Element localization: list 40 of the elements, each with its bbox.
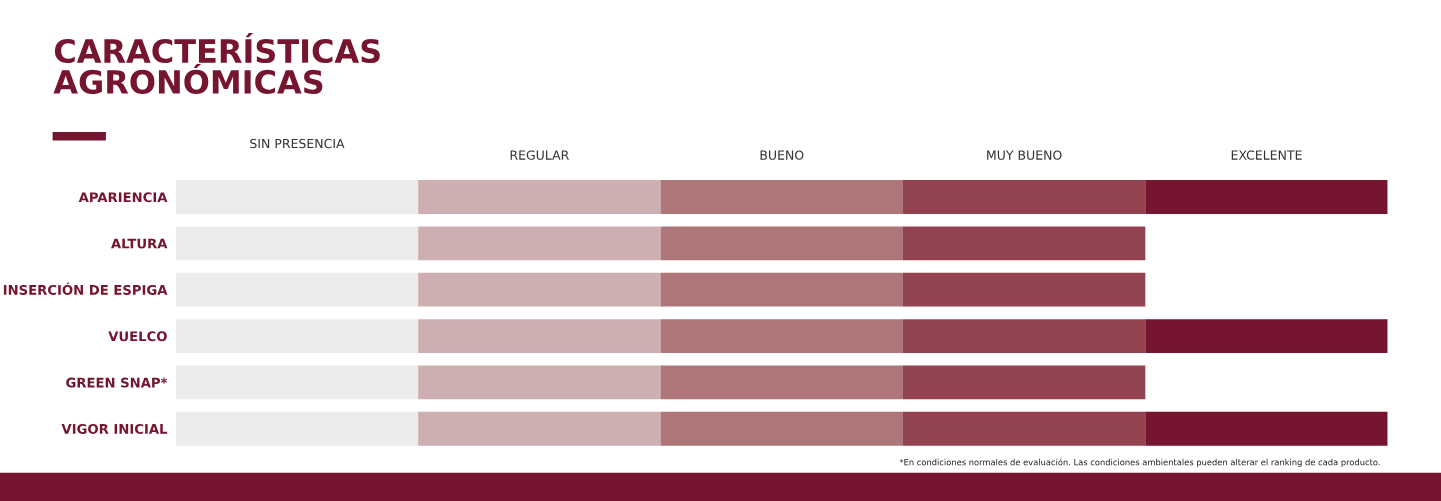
bar — [902, 411, 1146, 446]
bar — [902, 180, 1146, 214]
bar — [418, 272, 661, 307]
bar — [1145, 319, 1388, 353]
bar — [418, 226, 661, 261]
series-label: EXCELENTE — [1231, 150, 1302, 160]
bar — [175, 411, 419, 446]
series-label: REGULAR — [510, 150, 569, 160]
bar — [1145, 411, 1388, 446]
bar — [660, 365, 903, 400]
text: SIN PRESENCIA — [250, 138, 345, 149]
bar — [418, 319, 661, 353]
series-label: MUY BUENO — [987, 150, 1062, 160]
bar — [660, 226, 903, 261]
bar — [660, 319, 903, 353]
bar — [175, 365, 419, 400]
bar — [902, 226, 1146, 261]
bar — [418, 180, 661, 214]
series-label: BUENO — [760, 150, 804, 160]
bar — [660, 411, 903, 446]
bar — [175, 272, 419, 307]
bar — [175, 319, 419, 353]
bar — [175, 226, 419, 261]
bar — [418, 365, 661, 400]
bar — [902, 319, 1146, 353]
bar — [902, 272, 1146, 307]
bar — [418, 411, 661, 446]
bar — [1145, 180, 1388, 214]
y-tick-label: VUELCO — [108, 331, 167, 342]
y-tick-label: INSERCIÓN DE ESPIGA — [3, 282, 168, 295]
y-tick-label: ALTURA — [111, 238, 168, 249]
bar — [660, 180, 903, 214]
y-tick-label: APARIENCIA — [78, 192, 168, 203]
y-tick-label: VIGOR INICIAL — [61, 423, 168, 434]
text: *En condiciones normales de evaluación. Las condiciones ambientales pueden alterar el ranking de cada producto. — [899, 458, 1380, 467]
bar — [660, 272, 903, 307]
bar — [175, 180, 419, 214]
chart-title: CARACTERÍSTICAS AGRONÓMICAS — [53, 33, 380, 95]
y-tick-label: GREEN SNAP* — [66, 377, 168, 388]
bar — [902, 365, 1146, 400]
